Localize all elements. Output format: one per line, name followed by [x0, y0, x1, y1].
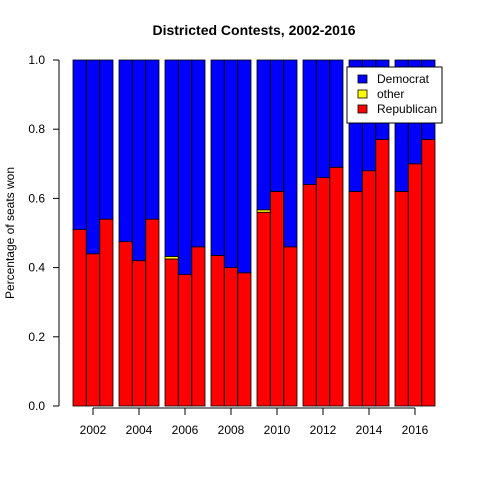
bar-republican-2006-3	[191, 246, 206, 407]
bar-republican-2010-3	[283, 246, 298, 407]
bar-democrat-2004-2	[131, 59, 146, 262]
x-tick-label: 2012	[310, 423, 337, 437]
bar-republican-2006-1	[164, 258, 179, 407]
y-tick-label: 0.8	[28, 122, 45, 136]
bar-republican-2002-1	[72, 229, 87, 407]
x-tick-label: 2008	[218, 423, 245, 437]
bar-republican-2012-1	[302, 184, 317, 407]
bar-democrat-2002-2	[86, 59, 101, 255]
bar-republican-2016-2	[407, 163, 422, 407]
y-tick-label: 1.0	[28, 53, 45, 67]
x-tick-label: 2002	[80, 423, 107, 437]
y-tick-label: 0.6	[28, 191, 45, 205]
legend-label-democrat: Democrat	[377, 72, 430, 86]
legend-label-other: other	[377, 87, 404, 101]
bar-republican-2010-1	[256, 211, 271, 407]
bar-republican-2010-2	[269, 191, 284, 407]
bar-republican-2008-2	[223, 267, 238, 407]
bar-democrat-2010-3	[283, 59, 298, 248]
x-tick-label: 2004	[126, 423, 153, 437]
y-tick-label: 0.0	[28, 399, 45, 413]
bar-democrat-2002-1	[72, 59, 87, 230]
bar-republican-2004-3	[145, 218, 160, 407]
x-tick-label: 2006	[172, 423, 199, 437]
bar-democrat-2006-1	[164, 59, 179, 257]
y-tick-label: 0.2	[28, 330, 45, 344]
bar-republican-2014-1	[348, 191, 363, 407]
bar-republican-2002-3	[99, 218, 114, 407]
bar-democrat-2012-3	[329, 59, 344, 168]
legend-swatch-republican	[357, 104, 368, 114]
bar-republican-2006-2	[177, 274, 192, 407]
bar-republican-2016-1	[394, 191, 409, 407]
bar-democrat-2010-1	[256, 59, 271, 211]
bar-republican-2008-1	[210, 255, 225, 407]
bar-republican-2012-2	[315, 177, 330, 407]
bar-republican-2008-3	[237, 272, 252, 407]
x-tick-label: 2014	[356, 423, 383, 437]
axes-layer: 0.0 0.2 0.4 0.6 0.8 1.0 2002 2004 2006 2008 2010 20…	[28, 53, 428, 437]
bar-republican-2002-2	[86, 253, 101, 407]
bars-layer	[72, 59, 436, 407]
bar-democrat-2008-2	[223, 59, 238, 269]
y-tick-label: 0.4	[28, 261, 45, 275]
bar-democrat-2004-3	[145, 59, 160, 220]
bar-democrat-2006-3	[191, 59, 206, 248]
y-axis-label: Percentage of seats won	[3, 167, 17, 299]
bar-democrat-2004-1	[118, 59, 133, 243]
bar-republican-2014-2	[361, 170, 376, 407]
chart-title: Districted Contests, 2002-2016	[152, 22, 355, 38]
bar-democrat-2010-2	[269, 59, 284, 192]
bar-republican-2004-2	[131, 260, 146, 407]
bar-republican-2012-3	[329, 166, 344, 407]
bar-republican-2016-3	[421, 139, 436, 407]
bar-democrat-2002-3	[99, 59, 114, 220]
bar-democrat-2006-2	[177, 59, 192, 275]
legend-label-republican: Republican	[377, 102, 437, 116]
bar-democrat-2008-3	[237, 59, 252, 274]
bar-republican-2004-1	[118, 241, 133, 407]
x-tick-label: 2016	[402, 423, 429, 437]
bar-republican-2014-3	[375, 139, 390, 407]
bar-democrat-2012-1	[302, 59, 317, 185]
bar-democrat-2012-2	[315, 59, 330, 179]
legend-swatch-other	[357, 89, 368, 99]
bar-democrat-2008-1	[210, 59, 225, 256]
legend-swatch-democrat	[357, 74, 368, 84]
x-tick-label: 2010	[264, 423, 291, 437]
